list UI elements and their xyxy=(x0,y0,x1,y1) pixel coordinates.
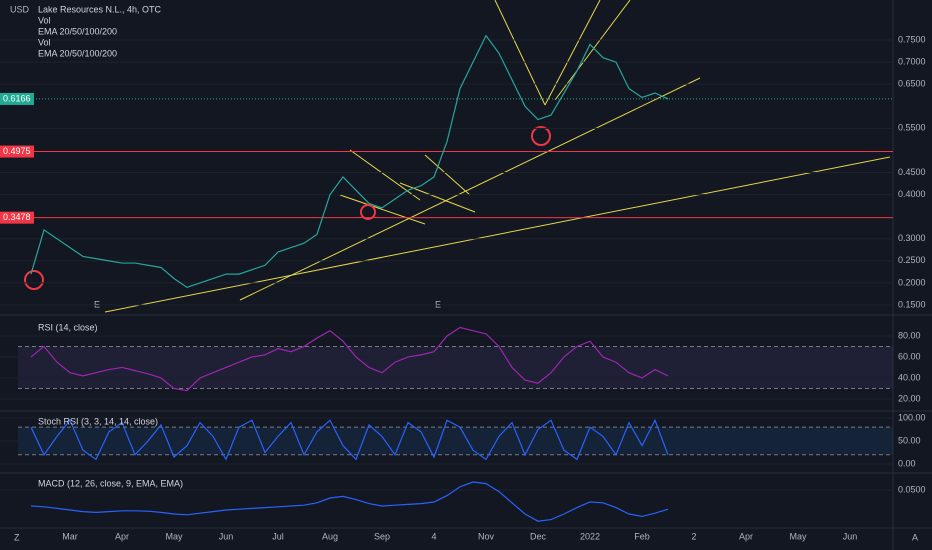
x-tick-label: May xyxy=(789,531,807,541)
event: E xyxy=(435,299,441,309)
legend-entry: EMA 20/50/100/200 xyxy=(38,26,117,36)
series-line xyxy=(30,418,669,461)
series-line xyxy=(30,34,669,289)
currency: USD xyxy=(10,4,30,14)
x-tick-label: Mar xyxy=(62,531,78,541)
y-tick-label: 50.00 xyxy=(898,435,921,445)
y-tick-label: 0.4500 xyxy=(898,167,926,177)
y-tick-label: 20.00 xyxy=(898,393,921,403)
x-tick-label: 4 xyxy=(431,531,436,541)
series-line xyxy=(30,326,669,392)
y-tick-label: 80.00 xyxy=(898,330,921,340)
series-line xyxy=(30,481,669,522)
corner-label: A xyxy=(912,532,918,542)
pane-title: MACD (12, 26, close, 9, EMA, EMA) xyxy=(38,478,183,488)
x-tick-label: Jun xyxy=(843,531,858,541)
y-tick-label: 0.4000 xyxy=(898,189,926,199)
x-tick-label: Dec xyxy=(530,531,547,541)
y-tick-label: 0.6500 xyxy=(898,79,926,89)
x-tick-label: Sep xyxy=(374,531,390,541)
pane-title: RSI (14, close) xyxy=(38,322,98,332)
level-badge xyxy=(0,211,34,224)
y-tick-label: 0.2500 xyxy=(898,255,926,265)
pane-title: Lake Resources N.L., 4h, OTC xyxy=(38,4,162,14)
y-tick-label: 0.2000 xyxy=(898,277,926,287)
level-label: 0.3478 xyxy=(3,212,31,222)
x-tick-label: Aug xyxy=(322,531,338,541)
y-tick-label: 0.5500 xyxy=(898,123,926,133)
y-tick-label: 40.00 xyxy=(898,372,921,382)
x-tick-label: Jul xyxy=(272,531,284,541)
legend-entry: Vol xyxy=(38,37,51,47)
legend-entry: EMA 20/50/100/200 xyxy=(38,48,117,58)
y-tick-label: 0.0500 xyxy=(898,484,926,494)
legend-entry: Vol xyxy=(38,15,51,25)
trend-drawings xyxy=(104,0,891,313)
y-tick-label: 0.1500 xyxy=(898,299,926,309)
x-tick-label: 2 xyxy=(691,531,696,541)
y-tick-label: 0.00 xyxy=(898,458,916,468)
event: E xyxy=(94,299,100,309)
last-price-label: 0.6166 xyxy=(3,93,31,103)
x-tick-label: Apr xyxy=(115,531,129,541)
circle-drawings xyxy=(24,126,551,290)
x-tick-label: May xyxy=(165,531,183,541)
x-tick-label: Feb xyxy=(634,531,650,541)
level-label: 0.4975 xyxy=(3,146,31,156)
y-tick-label: 0.3000 xyxy=(898,233,926,243)
last-price-badge xyxy=(0,92,34,105)
pane-title: Stoch RSI (3, 3, 14, 14, close) xyxy=(38,416,158,426)
y-tick-label: 100.00 xyxy=(898,412,926,422)
level-badge xyxy=(0,145,34,158)
y-tick-label: 60.00 xyxy=(898,351,921,361)
band-fill xyxy=(18,346,893,389)
x-tick-label: 2022 xyxy=(580,531,600,541)
y-tick-label: 0.7000 xyxy=(898,56,926,66)
corner-label: Z xyxy=(14,532,20,542)
x-tick-label: Apr xyxy=(739,531,753,541)
x-tick-label: Jun xyxy=(219,531,234,541)
y-tick-label: 0.7500 xyxy=(898,34,926,44)
x-tick-label: Nov xyxy=(478,531,495,541)
